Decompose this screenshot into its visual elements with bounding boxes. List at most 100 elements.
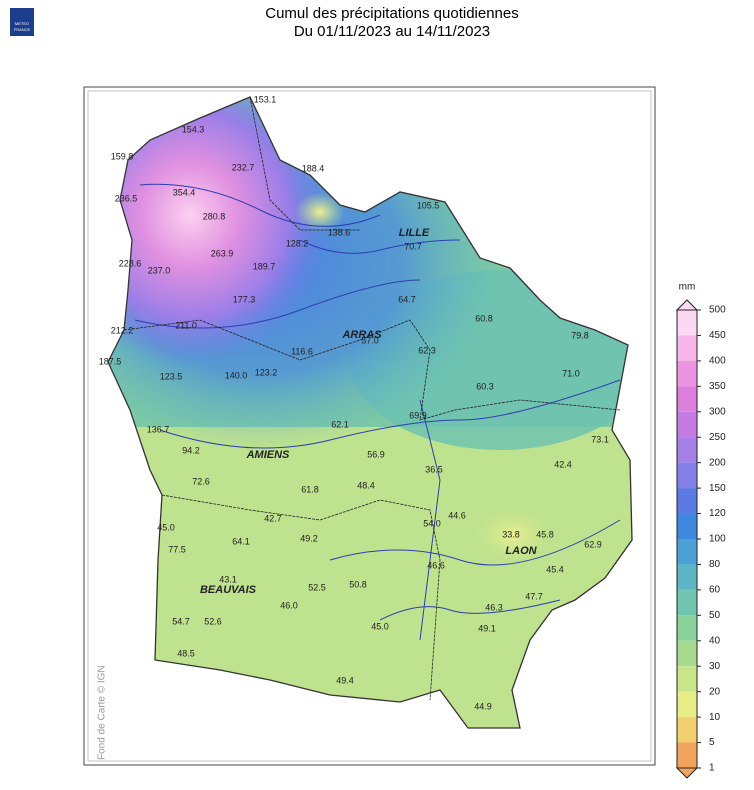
station-value: 69.9: [409, 410, 427, 420]
station-value: 56.9: [367, 449, 385, 459]
precip-field: [108, 97, 632, 728]
station-value: 49.4: [336, 675, 354, 685]
station-value: 70.7: [404, 241, 422, 251]
station-value: 60.8: [475, 313, 493, 323]
station-value: 138.6: [328, 227, 351, 237]
station-value: 123.2: [255, 367, 278, 377]
station-value: 159.8: [111, 151, 134, 161]
station-value: 45.4: [546, 564, 564, 574]
station-value: 237.0: [148, 265, 171, 275]
station-value: 61.8: [301, 484, 319, 494]
station-value: 52.5: [308, 582, 326, 592]
station-value: 140.0: [225, 370, 248, 380]
legend-swatch: [677, 589, 697, 616]
legend-swatch: [677, 640, 697, 667]
station-value: 94.2: [182, 445, 200, 455]
legend-tick-label: 500: [709, 305, 726, 316]
legend-tick-label: 300: [709, 406, 726, 417]
legend-swatch: [677, 411, 697, 438]
station-value: 116.6: [291, 346, 313, 356]
legend-tick-label: 80: [709, 559, 721, 570]
station-value: 48.5: [177, 648, 195, 658]
station-value: 46.3: [485, 602, 503, 612]
legend-unit: mm: [679, 282, 696, 293]
legend-arrow: [675, 299, 699, 311]
dept-borders: [123, 96, 621, 701]
station-value: 43.1: [219, 574, 237, 584]
station-value: 64.7: [398, 294, 416, 304]
station-value: 354.4: [173, 187, 196, 197]
legend-arrow: [675, 767, 699, 779]
legend-swatch: [677, 462, 697, 489]
station-value: 47.7: [525, 591, 543, 601]
legend-tick-label: 10: [709, 712, 721, 723]
station-value: 64.1: [232, 536, 250, 546]
legend-swatch: [677, 386, 697, 412]
station-value: 232.7: [232, 162, 255, 172]
station-value: 44.6: [448, 510, 466, 520]
station-value: 52.6: [204, 616, 222, 626]
legend-swatch: [677, 615, 697, 641]
station-value: 48.4: [357, 480, 375, 490]
legend-swatch: [677, 666, 697, 692]
legend-tick-label: 60: [709, 585, 721, 596]
station-value: 62.1: [331, 419, 349, 429]
rivers: [134, 183, 621, 641]
station-value: 211.0: [175, 320, 197, 330]
legend-tick-label: 30: [709, 661, 721, 672]
legend-tick-label: 50: [709, 610, 721, 621]
legend-swatch: [677, 360, 697, 387]
legend-swatch: [677, 437, 697, 463]
city-label: ARRAS: [341, 329, 382, 341]
credit: Fond de Carte © IGN: [97, 665, 108, 760]
legend-tick-label: 250: [709, 432, 726, 443]
city-label: BEAUVAIS: [200, 584, 257, 596]
station-value: 44.9: [474, 701, 492, 711]
station-value: 60.3: [476, 381, 494, 391]
station-value: 42.7: [264, 513, 282, 523]
city-label: LILLE: [399, 227, 430, 239]
legend-tick-label: 150: [709, 483, 726, 494]
station-value: 46.6: [427, 560, 445, 570]
station-value: 36.5: [425, 464, 443, 474]
station-value: 263.9: [211, 248, 234, 258]
legend-swatch: [677, 513, 697, 539]
station-value: 188.4: [302, 163, 325, 173]
legend-tick-label: 450: [709, 330, 726, 341]
station-value: 189.7: [253, 261, 276, 271]
station-value: 45.8: [536, 529, 554, 539]
title: Cumul des précipitations quotidiennes: [265, 5, 518, 22]
legend-swatch: [677, 564, 697, 590]
legend-swatch: [677, 310, 697, 336]
station-value: 62.9: [584, 539, 602, 549]
legend-tick-label: 20: [709, 686, 721, 697]
station-value: 77.5: [168, 544, 186, 554]
legend-tick-label: 350: [709, 381, 726, 392]
station-value: 123.5: [160, 371, 183, 381]
legend-tick-label: 40: [709, 635, 721, 646]
station-value: 45.0: [157, 522, 175, 532]
station-value: 212.2: [111, 325, 134, 335]
legend-tick-label: 1: [709, 763, 715, 774]
station-value: 45.0: [371, 621, 389, 631]
station-value: 128.2: [286, 238, 309, 248]
logo-text: METEO: [15, 21, 29, 26]
station-value: 46.0: [280, 600, 298, 610]
legend-swatch: [677, 335, 697, 361]
subtitle: Du 01/11/2023 au 14/11/2023: [294, 23, 490, 40]
legend-swatch: [677, 539, 697, 565]
station-value: 71.0: [562, 368, 580, 378]
station-value: 62.3: [418, 345, 436, 355]
station-value: 33.8: [502, 529, 520, 539]
station-value: 49.1: [478, 623, 496, 633]
city-label: AMIENS: [246, 449, 290, 461]
station-value: 187.5: [99, 356, 122, 366]
legend-tick-label: 100: [709, 534, 726, 545]
legend-swatch: [677, 691, 697, 718]
logo: [10, 8, 34, 36]
map-frame: [83, 86, 656, 766]
station-value: 72.6: [192, 476, 210, 486]
legend-tick-label: 400: [709, 356, 726, 367]
station-value: 236.5: [115, 193, 138, 203]
legend-swatch: [677, 717, 697, 743]
